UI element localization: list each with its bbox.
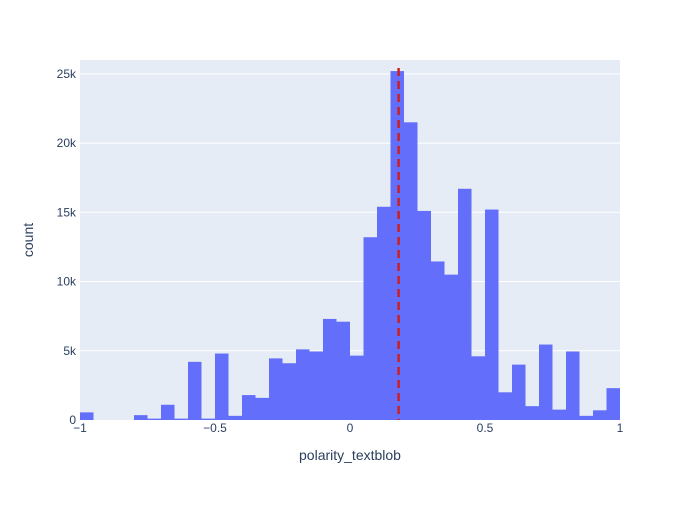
histogram-bar	[363, 237, 377, 420]
histogram-bar	[431, 261, 445, 420]
histogram-bar	[444, 274, 458, 420]
histogram-bar	[404, 122, 418, 421]
histogram-bar	[606, 388, 620, 420]
histogram-bar	[377, 206, 391, 420]
histogram-bar	[161, 404, 175, 420]
x-tick-label: 0.5	[477, 421, 494, 435]
histogram-bar	[215, 353, 229, 420]
histogram-bar	[471, 356, 485, 420]
histogram-bar	[255, 397, 269, 420]
y-tick-label: 25k	[57, 67, 77, 81]
x-tick-label: −1	[73, 421, 87, 435]
x-tick-labels: −1 −0.5 0 0.5 1	[73, 421, 624, 435]
histogram-bar	[498, 392, 512, 420]
histogram-bar	[174, 418, 188, 420]
histogram-bar	[552, 409, 566, 420]
histogram-bar	[390, 71, 404, 421]
x-axis-title: polarity_textblob	[299, 447, 401, 463]
histogram-bar	[336, 321, 350, 420]
x-tick-label: 0	[347, 421, 354, 435]
histogram-bar	[309, 351, 323, 420]
histogram-bar	[323, 318, 337, 420]
y-tick-label: 10k	[57, 275, 77, 289]
histogram-bar	[147, 418, 161, 420]
histogram-bar	[201, 418, 215, 420]
grid-lines	[80, 73, 620, 352]
histogram-bar	[242, 395, 256, 420]
histogram-bar	[458, 188, 472, 420]
histogram-bar	[417, 210, 431, 420]
y-axis-title: count	[20, 223, 36, 257]
histogram-bar	[188, 361, 202, 420]
y-tick-label: 15k	[57, 205, 77, 219]
histogram-bar	[296, 349, 310, 420]
histogram-bar	[512, 364, 526, 420]
histogram-bar	[485, 209, 499, 420]
y-tick-label: 5k	[63, 344, 77, 358]
histogram-bars	[80, 71, 620, 421]
histogram-bar	[566, 351, 580, 420]
histogram-bar	[269, 358, 283, 420]
histogram-bar	[134, 415, 148, 420]
histogram-bar	[282, 363, 296, 420]
histogram-bar	[228, 415, 242, 420]
histogram-bar	[350, 355, 364, 420]
histogram-bar	[525, 406, 539, 420]
y-tick-label: 0	[69, 413, 76, 427]
histogram-bar	[579, 415, 593, 420]
histogram-bar	[539, 344, 553, 420]
x-tick-label: −0.5	[203, 421, 227, 435]
histogram-bar	[593, 410, 607, 420]
histogram-bar	[80, 412, 94, 420]
x-tick-label: 1	[617, 421, 624, 435]
y-tick-label: 20k	[57, 136, 77, 150]
y-tick-labels: 0 5k 10k 15k 20k 25k	[57, 67, 77, 427]
